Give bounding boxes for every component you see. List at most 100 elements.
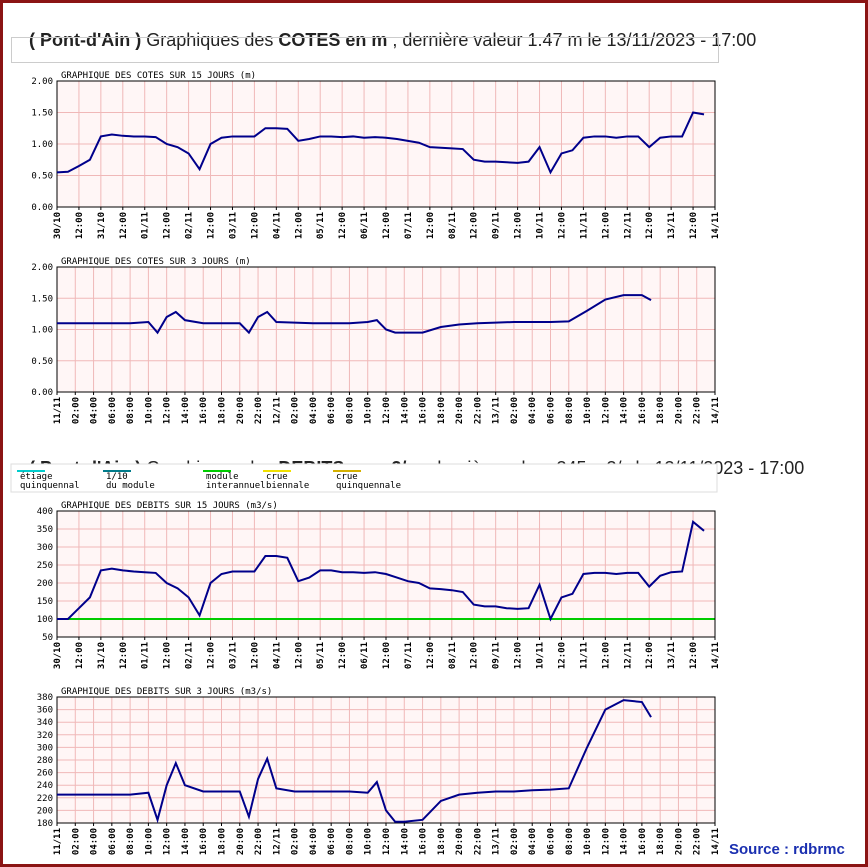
x-tick-label: 12:00 — [163, 212, 173, 239]
x-tick-label: 08:00 — [126, 828, 136, 855]
x-tick-label: 12:00 — [689, 212, 699, 239]
legend-label: 1/10 — [106, 472, 128, 482]
header-part: , dernière valeur 1.47 m le 13/11/2023 -… — [387, 30, 757, 50]
legend-label: étiage — [20, 471, 53, 482]
y-tick-label: 380 — [37, 693, 53, 703]
x-tick-label: 04:00 — [528, 828, 538, 855]
x-tick-label: 12:00 — [250, 212, 260, 239]
x-tick-label: 31/10 — [97, 642, 107, 669]
y-tick-label: 100 — [37, 615, 53, 625]
y-tick-label: 2.00 — [31, 263, 53, 273]
x-tick-label: 12:00 — [601, 212, 611, 239]
y-tick-label: 0.50 — [31, 357, 53, 367]
y-tick-label: 0.00 — [31, 203, 53, 213]
x-tick-label: 14:00 — [181, 828, 191, 855]
x-tick-label: 12:00 — [382, 642, 392, 669]
x-tick-label: 20:00 — [455, 397, 465, 424]
x-tick-label: 12:00 — [601, 642, 611, 669]
x-tick-label: 12:00 — [250, 642, 260, 669]
legend-label: biennale — [266, 481, 309, 491]
x-tick-label: 06:00 — [108, 828, 118, 855]
x-tick-label: 12:00 — [426, 212, 436, 239]
x-tick-label: 12:00 — [514, 642, 524, 669]
x-tick-label: 14/11 — [711, 642, 721, 669]
plot-frame — [56, 266, 716, 393]
x-tick-label: 22:00 — [693, 828, 703, 855]
x-tick-label: 07/11 — [404, 642, 414, 669]
x-tick-label: 18:00 — [656, 397, 666, 424]
x-tick-label: 02:00 — [291, 397, 301, 424]
x-tick-label: 12:00 — [426, 642, 436, 669]
x-tick-label: 01/11 — [141, 642, 151, 669]
x-tick-label: 12:00 — [382, 828, 392, 855]
x-tick-label: 12/11 — [272, 397, 282, 424]
x-tick-label: 02:00 — [71, 397, 81, 424]
x-tick-label: 04:00 — [528, 397, 538, 424]
x-tick-label: 10:00 — [364, 828, 374, 855]
y-tick-label: 50 — [42, 633, 53, 643]
x-tick-label: 12:00 — [119, 642, 129, 669]
y-tick-label: 360 — [37, 706, 53, 716]
x-tick-label: 12:00 — [645, 642, 655, 669]
x-tick-label: 20:00 — [236, 828, 246, 855]
x-tick-label: 12:00 — [601, 397, 611, 424]
x-tick-label: 05/11 — [316, 642, 326, 669]
x-tick-label: 06:00 — [547, 397, 557, 424]
x-tick-label: 12:00 — [470, 212, 480, 239]
legend-label: crue — [266, 472, 288, 482]
x-tick-label: 04/11 — [272, 642, 282, 669]
legend-label: module — [206, 472, 239, 482]
series-line — [56, 111, 705, 175]
x-tick-label: 10:00 — [364, 397, 374, 424]
x-tick-label: 16:00 — [199, 397, 209, 424]
x-tick-label: 16:00 — [199, 828, 209, 855]
x-tick-label: 30/10 — [53, 212, 63, 239]
x-tick-label: 05/11 — [316, 212, 326, 239]
x-tick-label: 08:00 — [345, 828, 355, 855]
x-tick-label: 12:00 — [557, 212, 567, 239]
x-tick-label: 12:00 — [119, 212, 129, 239]
header-part: COTES en m — [278, 30, 388, 50]
x-tick-label: 12:00 — [382, 212, 392, 239]
legend-label: quinquennale — [336, 481, 401, 491]
x-tick-label: 12:00 — [207, 642, 217, 669]
x-tick-label: 14:00 — [400, 397, 410, 424]
x-tick-label: 11/11 — [53, 397, 63, 424]
legend-label: du module — [106, 481, 155, 491]
x-tick-label: 02:00 — [291, 828, 301, 855]
x-tick-label: 06:00 — [327, 397, 337, 424]
x-tick-label: 03/11 — [228, 642, 238, 669]
x-tick-label: 12:00 — [601, 828, 611, 855]
x-tick-label: 10:00 — [144, 397, 154, 424]
empty-box — [11, 37, 719, 63]
x-tick-label: 22:00 — [254, 397, 264, 424]
x-tick-label: 10/11 — [536, 212, 546, 239]
y-tick-label: 240 — [37, 781, 53, 791]
chart-title: GRAPHIQUE DES COTES SUR 15 JOURS (m) — [61, 71, 256, 81]
x-tick-label: 06:00 — [108, 397, 118, 424]
y-tick-label: 320 — [37, 731, 53, 741]
x-tick-label: 20:00 — [674, 397, 684, 424]
legend-label: quinquennal — [20, 481, 80, 491]
x-tick-label: 12:00 — [75, 642, 85, 669]
x-tick-label: 16:00 — [638, 397, 648, 424]
x-tick-label: 13/11 — [667, 642, 677, 669]
y-tick-label: 400 — [37, 507, 53, 517]
x-tick-label: 12/11 — [623, 212, 633, 239]
header-part: ( Pont-d'Ain ) — [29, 30, 142, 50]
x-tick-label: 14:00 — [181, 397, 191, 424]
x-tick-label: 10:00 — [583, 828, 593, 855]
x-tick-label: 14/11 — [711, 828, 721, 855]
series-line — [57, 519, 705, 622]
y-tick-label: 340 — [37, 718, 53, 728]
x-tick-label: 12:00 — [163, 642, 173, 669]
y-tick-label: 350 — [37, 525, 53, 535]
y-tick-label: 200 — [37, 806, 53, 816]
x-tick-label: 20:00 — [674, 828, 684, 855]
x-tick-label: 12:00 — [382, 397, 392, 424]
x-tick-label: 22:00 — [473, 828, 483, 855]
source: Source : rdbrmc — [729, 841, 845, 858]
x-tick-label: 04:00 — [309, 828, 319, 855]
x-tick-label: 20:00 — [236, 397, 246, 424]
x-tick-label: 09/11 — [492, 642, 502, 669]
